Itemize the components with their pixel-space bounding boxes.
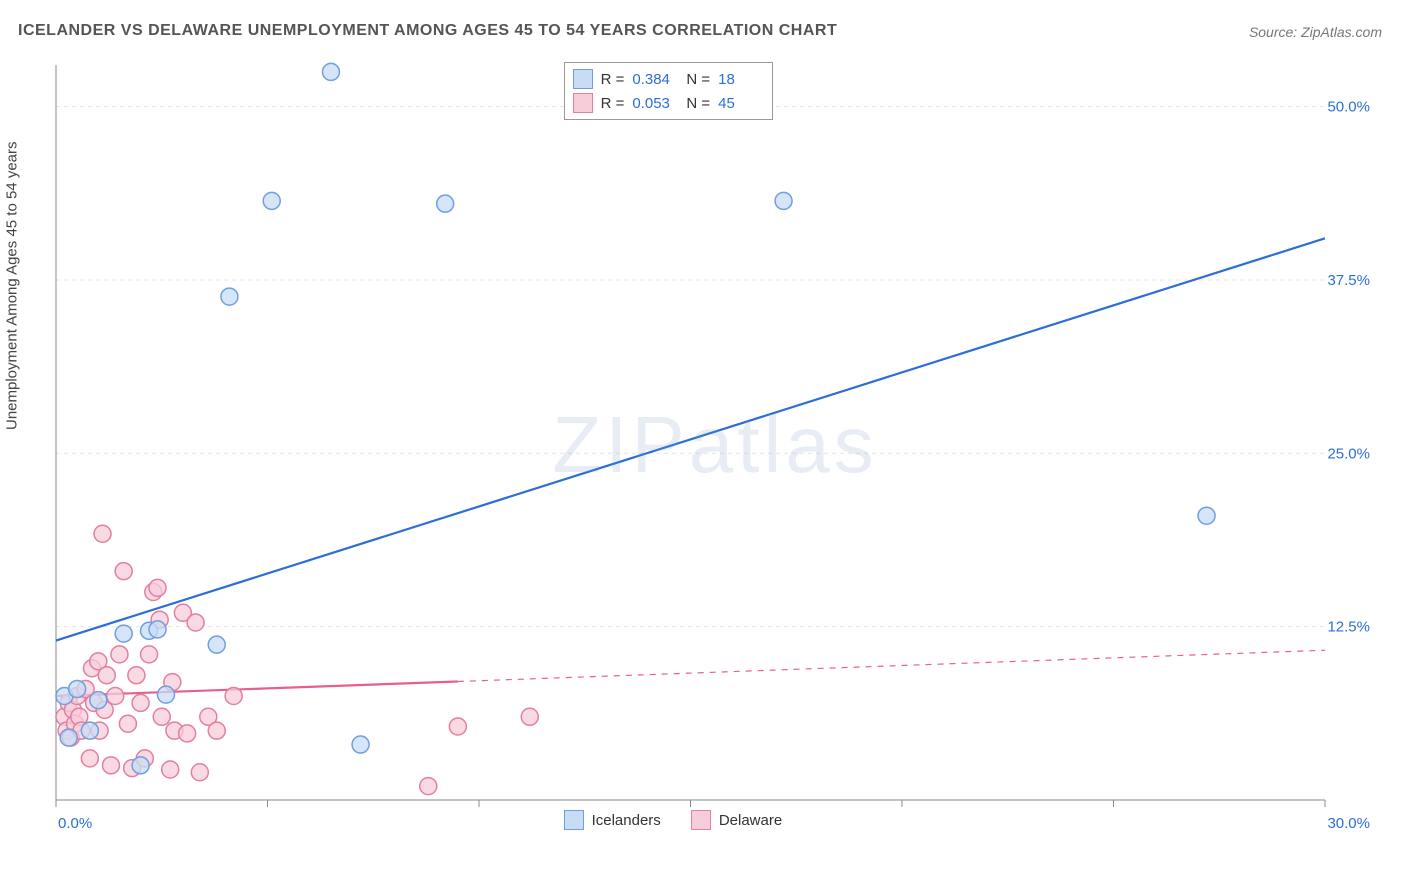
y-tick-label: 50.0% bbox=[1327, 99, 1370, 116]
legend-n-label: N = bbox=[686, 71, 710, 88]
data-point-delaware bbox=[94, 525, 111, 542]
data-point-icelanders bbox=[69, 681, 86, 698]
legend-r-value: 0.053 bbox=[632, 95, 678, 112]
data-point-delaware bbox=[191, 764, 208, 781]
data-point-icelanders bbox=[149, 621, 166, 638]
legend-r-value: 0.384 bbox=[632, 71, 678, 88]
x-tick-label-max: 30.0% bbox=[1327, 815, 1370, 830]
series-legend: Icelanders Delaware bbox=[564, 810, 783, 830]
data-point-icelanders bbox=[263, 192, 280, 209]
data-point-delaware bbox=[179, 725, 196, 742]
data-point-delaware bbox=[98, 667, 115, 684]
chart-svg: 12.5% 25.0% 37.5% 50.0% 0.0% 30.0% bbox=[50, 60, 1380, 830]
data-point-icelanders bbox=[437, 195, 454, 212]
data-point-delaware bbox=[111, 646, 128, 663]
data-point-delaware bbox=[132, 694, 149, 711]
data-point-delaware bbox=[449, 718, 466, 735]
legend-swatch-delaware bbox=[573, 93, 593, 113]
data-point-delaware bbox=[119, 715, 136, 732]
data-point-icelanders bbox=[1198, 507, 1215, 524]
data-point-icelanders bbox=[221, 288, 238, 305]
source-attribution: Source: ZipAtlas.com bbox=[1249, 24, 1382, 40]
series-legend-item-delaware: Delaware bbox=[691, 810, 782, 830]
data-point-icelanders bbox=[132, 757, 149, 774]
data-point-delaware bbox=[107, 687, 124, 704]
data-point-delaware bbox=[521, 708, 538, 725]
data-point-icelanders bbox=[775, 192, 792, 209]
data-point-delaware bbox=[128, 667, 145, 684]
legend-swatch-delaware bbox=[691, 810, 711, 830]
legend-row-delaware: R = 0.053 N = 45 bbox=[573, 91, 765, 115]
scatter-plot: ZIPatlas 12.5%25.0%37.5%50.0%0.0%30.0% R… bbox=[50, 60, 1380, 830]
data-point-icelanders bbox=[157, 686, 174, 703]
data-point-icelanders bbox=[90, 692, 107, 709]
y-tick-label: 25.0% bbox=[1327, 445, 1370, 462]
data-point-delaware bbox=[149, 579, 166, 596]
y-tick-label: 12.5% bbox=[1327, 619, 1370, 636]
legend-row-icelanders: R = 0.384 N = 18 bbox=[573, 67, 765, 91]
legend-swatch-icelanders bbox=[573, 69, 593, 89]
correlation-legend: R = 0.384 N = 18 R = 0.053 N = 45 bbox=[564, 62, 774, 120]
y-tick-label: 37.5% bbox=[1327, 272, 1370, 289]
y-axis-label: Unemployment Among Ages 45 to 54 years bbox=[4, 141, 21, 430]
legend-n-label: N = bbox=[686, 95, 710, 112]
data-point-icelanders bbox=[81, 722, 98, 739]
legend-n-value: 45 bbox=[718, 95, 764, 112]
data-point-delaware bbox=[162, 761, 179, 778]
data-point-delaware bbox=[153, 708, 170, 725]
data-point-delaware bbox=[225, 687, 242, 704]
legend-r-label: R = bbox=[601, 95, 625, 112]
series-legend-label: Icelanders bbox=[592, 812, 661, 829]
data-point-icelanders bbox=[208, 636, 225, 653]
data-point-delaware bbox=[420, 778, 437, 795]
x-tick-label-min: 0.0% bbox=[58, 815, 92, 830]
data-point-icelanders bbox=[115, 625, 132, 642]
data-point-delaware bbox=[102, 757, 119, 774]
legend-swatch-icelanders bbox=[564, 810, 584, 830]
series-legend-label: Delaware bbox=[719, 812, 782, 829]
legend-n-value: 18 bbox=[718, 71, 764, 88]
legend-r-label: R = bbox=[601, 71, 625, 88]
data-point-delaware bbox=[141, 646, 158, 663]
chart-title: ICELANDER VS DELAWARE UNEMPLOYMENT AMONG… bbox=[18, 22, 837, 40]
data-point-icelanders bbox=[60, 729, 77, 746]
data-point-delaware bbox=[81, 750, 98, 767]
data-point-delaware bbox=[208, 722, 225, 739]
data-point-delaware bbox=[115, 563, 132, 580]
series-legend-item-icelanders: Icelanders bbox=[564, 810, 661, 830]
data-point-icelanders bbox=[322, 63, 339, 80]
data-point-icelanders bbox=[352, 736, 369, 753]
data-point-delaware bbox=[187, 614, 204, 631]
